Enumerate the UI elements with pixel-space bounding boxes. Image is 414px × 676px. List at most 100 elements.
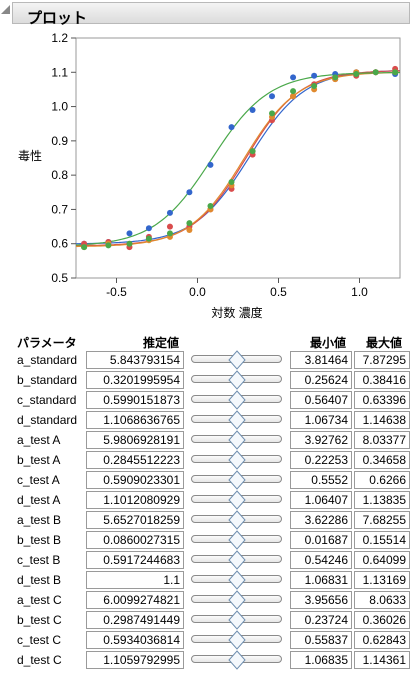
- table-row: d_test C 1.1059792995 1.06835 1.14361: [0, 650, 414, 670]
- estimate-field[interactable]: 1.1059792995: [86, 651, 184, 669]
- max-field[interactable]: 1.13169: [354, 571, 410, 589]
- estimate-field[interactable]: 0.5934036814: [86, 631, 184, 649]
- table-row: a_standard 5.843793154 3.81464 7.87295: [0, 350, 414, 370]
- y-tick-label: 0.9: [51, 134, 68, 148]
- max-field[interactable]: 1.13835: [354, 491, 410, 509]
- param-name: b_test A: [17, 453, 61, 467]
- min-field[interactable]: 1.06407: [290, 491, 352, 509]
- y-axis-label: 毒性: [18, 149, 43, 163]
- slider-diamond-handle[interactable]: [227, 430, 247, 450]
- min-field[interactable]: 0.25624: [290, 371, 352, 389]
- plot-section-header[interactable]: プロット: [0, 0, 414, 27]
- data-point: [311, 72, 318, 79]
- min-field[interactable]: 3.81464: [290, 351, 352, 369]
- estimate-field[interactable]: 5.843793154: [86, 351, 184, 369]
- param-name: c_test A: [17, 473, 60, 487]
- slider-diamond-handle[interactable]: [227, 490, 247, 510]
- y-tick-label: 1.0: [51, 100, 68, 114]
- x-tick-label: -0.5: [106, 285, 127, 298]
- slider-diamond-handle[interactable]: [227, 350, 247, 370]
- data-point: [269, 93, 276, 100]
- min-field[interactable]: 3.95656: [290, 591, 352, 609]
- slider-diamond-handle[interactable]: [227, 450, 247, 470]
- max-field[interactable]: 0.34658: [354, 451, 410, 469]
- max-field[interactable]: 8.03377: [354, 431, 410, 449]
- estimate-field[interactable]: 0.3201995954: [86, 371, 184, 389]
- slider-diamond-handle[interactable]: [227, 390, 247, 410]
- max-field[interactable]: 0.63396: [354, 391, 410, 409]
- estimate-field[interactable]: 5.6527018259: [86, 511, 184, 529]
- max-field[interactable]: 1.14361: [354, 651, 410, 669]
- max-field[interactable]: 0.36026: [354, 611, 410, 629]
- data-point: [166, 209, 173, 216]
- max-field[interactable]: 0.64099: [354, 551, 410, 569]
- estimate-field[interactable]: 0.5990151873: [86, 391, 184, 409]
- table-row: a_test C 6.0099274821 3.95656 8.0633: [0, 590, 414, 610]
- min-field[interactable]: 0.22253: [290, 451, 352, 469]
- data-point: [392, 69, 399, 76]
- max-field[interactable]: 0.15514: [354, 531, 410, 549]
- slider-diamond-handle[interactable]: [227, 570, 247, 590]
- max-field[interactable]: 0.62843: [354, 631, 410, 649]
- slider-diamond-handle[interactable]: [227, 510, 247, 530]
- min-field[interactable]: 0.55837: [290, 631, 352, 649]
- min-field[interactable]: 0.56407: [290, 391, 352, 409]
- param-name: a_test C: [17, 593, 62, 607]
- estimate-field[interactable]: 0.2987491449: [86, 611, 184, 629]
- table-row: a_test B 5.6527018259 3.62286 7.68255: [0, 510, 414, 530]
- min-field[interactable]: 1.06831: [290, 571, 352, 589]
- max-field[interactable]: 7.68255: [354, 511, 410, 529]
- data-point: [105, 242, 112, 249]
- max-field[interactable]: 1.14638: [354, 411, 410, 429]
- table-row: b_test B 0.0860027315 0.01687 0.15514: [0, 530, 414, 550]
- y-tick-label: 0.6: [51, 237, 68, 251]
- min-field[interactable]: 3.62286: [290, 511, 352, 529]
- estimate-field[interactable]: 0.5909023301: [86, 471, 184, 489]
- slider-diamond-handle[interactable]: [227, 370, 247, 390]
- y-tick-label: 1.1: [51, 65, 68, 79]
- estimate-field[interactable]: 0.0860027315: [86, 531, 184, 549]
- slider-diamond-handle[interactable]: [227, 410, 247, 430]
- data-point: [249, 148, 256, 155]
- min-field[interactable]: 0.5552: [290, 471, 352, 489]
- min-field[interactable]: 0.01687: [290, 531, 352, 549]
- slider-diamond-handle[interactable]: [227, 610, 247, 630]
- slider-diamond-handle[interactable]: [227, 590, 247, 610]
- min-field[interactable]: 1.06734: [290, 411, 352, 429]
- param-name: c_standard: [17, 393, 77, 407]
- col-header-estimate: 推定値: [143, 336, 180, 350]
- param-name: d_test C: [17, 653, 62, 667]
- max-field[interactable]: 7.87295: [354, 351, 410, 369]
- param-name: c_test B: [17, 553, 61, 567]
- max-field[interactable]: 8.0633: [354, 591, 410, 609]
- slider-diamond-handle[interactable]: [227, 470, 247, 490]
- estimate-field[interactable]: 5.9806928191: [86, 431, 184, 449]
- estimate-field[interactable]: 0.2845512223: [86, 451, 184, 469]
- min-field[interactable]: 3.92762: [290, 431, 352, 449]
- estimate-field[interactable]: 1.1: [86, 571, 184, 589]
- estimate-field[interactable]: 6.0099274821: [86, 591, 184, 609]
- table-row: b_test C 0.2987491449 0.23724 0.36026: [0, 610, 414, 630]
- min-field[interactable]: 1.06835: [290, 651, 352, 669]
- collapse-triangle-icon[interactable]: [1, 5, 10, 14]
- estimate-field[interactable]: 1.1068636765: [86, 411, 184, 429]
- data-point: [290, 88, 297, 95]
- slider-diamond-handle[interactable]: [227, 550, 247, 570]
- table-row: d_test A 1.1012080929 1.06407 1.13835: [0, 490, 414, 510]
- table-row: d_test B 1.1 1.06831 1.13169: [0, 570, 414, 590]
- col-header-max: 最大値: [366, 336, 403, 350]
- plot-frame: [75, 37, 401, 279]
- min-field[interactable]: 0.23724: [290, 611, 352, 629]
- estimate-field[interactable]: 1.1012080929: [86, 491, 184, 509]
- data-point: [332, 74, 339, 81]
- max-field[interactable]: 0.38416: [354, 371, 410, 389]
- slider-diamond-handle[interactable]: [227, 630, 247, 650]
- max-field[interactable]: 0.6266: [354, 471, 410, 489]
- table-row: d_standard 1.1068636765 1.06734 1.14638: [0, 410, 414, 430]
- slider-diamond-handle[interactable]: [227, 530, 247, 550]
- estimate-field[interactable]: 0.5917244683: [86, 551, 184, 569]
- data-point: [372, 69, 379, 76]
- slider-diamond-handle[interactable]: [227, 650, 247, 670]
- min-field[interactable]: 0.54246: [290, 551, 352, 569]
- data-point: [249, 107, 256, 113]
